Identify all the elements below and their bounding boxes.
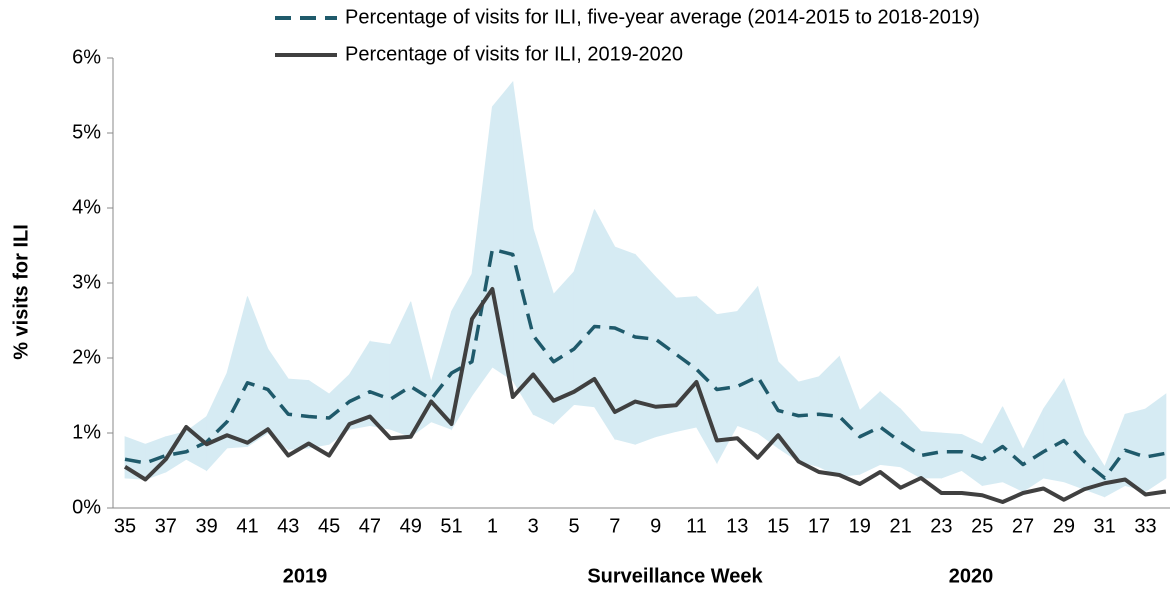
range-band: [941, 432, 963, 479]
x-tick-label: 17: [808, 515, 830, 537]
range-band: [961, 433, 983, 487]
x-tick-label: 39: [196, 515, 218, 537]
range-band: [369, 341, 391, 430]
range-band: [981, 406, 1004, 486]
x-tick-label: 51: [440, 515, 462, 537]
x-tick-label: 47: [359, 515, 381, 537]
y-tick-label: 3%: [72, 271, 101, 293]
x-tick-label: 15: [767, 515, 789, 537]
x-tick-label: 9: [650, 515, 661, 537]
x-tick-label: 43: [277, 515, 299, 537]
x-tick-label: 21: [889, 515, 911, 537]
range-band: [328, 373, 350, 446]
x-tick-label: 49: [400, 515, 422, 537]
year-label: 2020: [949, 565, 994, 587]
y-tick-label: 2%: [72, 346, 101, 368]
range-band: [838, 356, 861, 477]
x-tick-label: 5: [568, 515, 579, 537]
x-tick-label: 7: [609, 515, 620, 537]
range-band: [1145, 393, 1167, 493]
y-tick-label: 0%: [72, 496, 101, 518]
range-band: [389, 301, 412, 438]
range-band: [1022, 408, 1044, 493]
x-tick-label: 31: [1094, 515, 1116, 537]
y-tick-label: 1%: [72, 421, 101, 443]
legend-label: Percentage of visits for ILI, 2019-2020: [345, 43, 683, 65]
y-axis-label: % visits for ILI: [10, 224, 32, 360]
range-band: [308, 379, 330, 449]
range-band: [512, 81, 534, 416]
x-tick-label: 45: [318, 515, 340, 537]
range-band: [1043, 377, 1065, 483]
range-band: [736, 285, 759, 434]
y-tick-label: 4%: [72, 196, 101, 218]
x-tick-label: 13: [726, 515, 748, 537]
legend-label: Percentage of visits for ILI, five-year …: [345, 6, 980, 28]
range-band: [573, 209, 595, 408]
x-tick-label: 37: [155, 515, 177, 537]
x-tick-label: 11: [686, 515, 707, 537]
range-band: [655, 276, 677, 438]
y-tick-label: 5%: [72, 121, 101, 143]
range-band: [226, 296, 248, 449]
range-band: [206, 372, 228, 472]
range-band: [1063, 378, 1085, 490]
x-tick-label: 27: [1012, 515, 1034, 537]
x-tick-label: 23: [930, 515, 952, 537]
range-band: [247, 296, 269, 448]
x-tick-label: 19: [849, 515, 871, 537]
x-tick-label: 3: [528, 515, 539, 537]
range-band: [634, 253, 657, 445]
range-band: [757, 286, 779, 449]
x-axis-label: Surveillance Week: [587, 565, 763, 587]
x-tick-label: 35: [114, 515, 136, 537]
range-band: [798, 376, 820, 468]
year-label: 2019: [283, 565, 328, 587]
range-band: [675, 296, 697, 432]
x-tick-label: 25: [971, 515, 993, 537]
x-tick-label: 33: [1134, 515, 1156, 537]
line-series: [123, 287, 1167, 504]
x-tick-label: 41: [236, 515, 258, 537]
range-band: [614, 246, 636, 445]
line-series: [124, 247, 1167, 480]
x-tick-label: 29: [1053, 515, 1075, 537]
y-tick-label: 6%: [72, 46, 101, 68]
x-tick-label: 1: [487, 515, 498, 537]
